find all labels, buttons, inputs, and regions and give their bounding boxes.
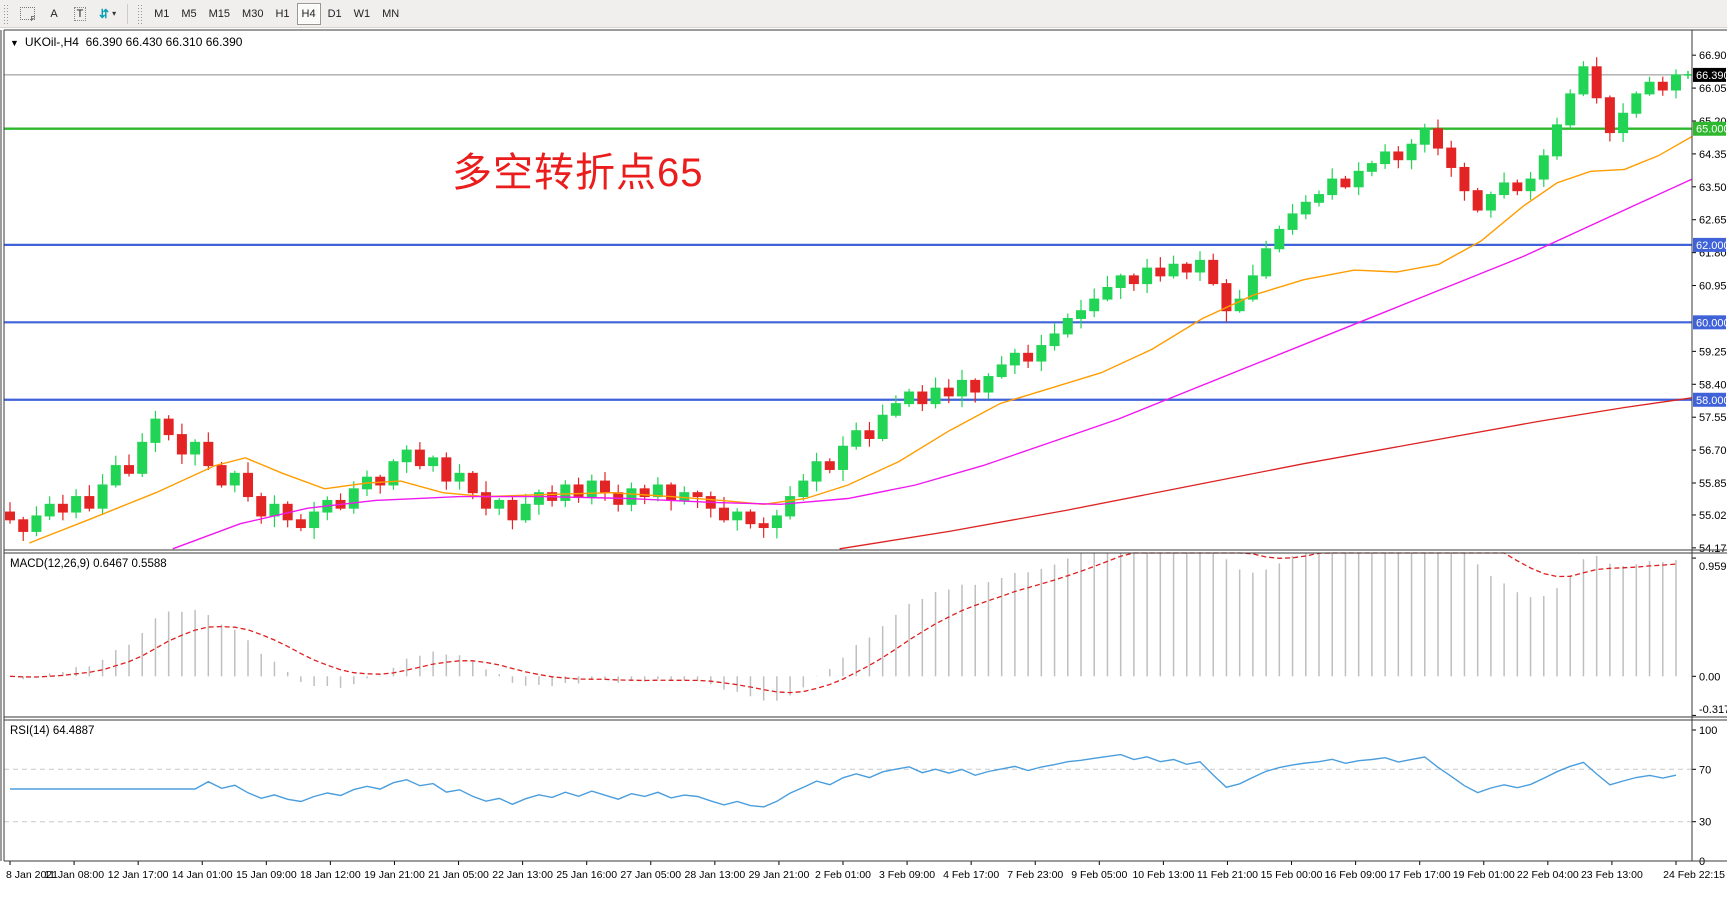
last-price-marker xyxy=(1684,70,1692,79)
time-tick-label: 21 Jan 05:00 xyxy=(428,869,489,881)
timeframe-button-h1[interactable]: H1 xyxy=(270,3,294,25)
price-tick-label: 63.500 xyxy=(1699,182,1727,194)
time-tick-label: 16 Feb 09:00 xyxy=(1325,869,1387,881)
ma-fast-orange xyxy=(29,135,1693,544)
timeframe-button-w1[interactable]: W1 xyxy=(349,3,376,25)
price-tick-label: 55.850 xyxy=(1699,478,1727,490)
price-box-label: 66.390 xyxy=(1696,70,1727,82)
time-tick-label: 22 Feb 04:00 xyxy=(1517,869,1579,881)
chart-text-annotation: 多空转折点65 xyxy=(452,151,704,195)
time-tick-label: 28 Jan 13:00 xyxy=(684,869,745,881)
rsi-tick-label: 30 xyxy=(1699,817,1711,829)
time-tick-label: 8 Jan 2021 xyxy=(6,869,58,881)
arrow-objects-icon[interactable]: ⇵ ▾ xyxy=(94,3,121,25)
price-box-label: 62.000 xyxy=(1696,240,1727,252)
rsi-indicator-label: RSI(14) 64.4887 xyxy=(10,725,95,737)
price-box-label: 58.000 xyxy=(1696,395,1727,407)
time-tick-label: 15 Jan 09:00 xyxy=(236,869,297,881)
time-tick-label: 27 Jan 05:00 xyxy=(620,869,681,881)
price-tick-label: 66.900 xyxy=(1699,50,1727,62)
rsi-line xyxy=(10,753,1677,808)
price-box-label: 60.000 xyxy=(1696,317,1727,329)
time-tick-label: 11 Feb 21:00 xyxy=(1197,869,1258,881)
macd-tick-label: 0.959 xyxy=(1699,561,1727,573)
macd-pane[interactable] xyxy=(9,552,1677,701)
rsi-pane[interactable] xyxy=(4,753,1692,823)
macd-indicator-label: MACD(12,26,9) 0.6467 0.5588 xyxy=(10,558,167,570)
price-tick-label: 55.025 xyxy=(1699,510,1727,522)
time-tick-label: 15 Feb 00:00 xyxy=(1261,869,1323,881)
time-tick-label: 14 Jan 01:00 xyxy=(172,869,233,881)
price-axis: 66.90066.05065.20064.35063.50062.65061.8… xyxy=(1692,50,1727,868)
ohlc-quote-label: 66.390 66.430 66.310 66.390 xyxy=(85,35,243,49)
price-tick-label: 62.650 xyxy=(1699,215,1727,227)
time-tick-label: 10 Feb 13:00 xyxy=(1132,869,1194,881)
time-tick-label: 3 Feb 09:00 xyxy=(879,869,935,881)
price-chart-pane[interactable] xyxy=(4,57,1692,541)
time-tick-label: 7 Feb 23:00 xyxy=(1007,869,1063,881)
ma-mid-magenta xyxy=(172,178,1693,550)
price-tick-label: 57.550 xyxy=(1699,412,1727,424)
time-tick-label: 19 Jan 21:00 xyxy=(364,869,425,881)
timeframe-button-m15[interactable]: M15 xyxy=(204,3,235,25)
time-tick-label: 9 Feb 05:00 xyxy=(1071,869,1127,881)
text-label-tool-icon[interactable]: T xyxy=(68,3,92,25)
chart-area[interactable]: ▼ UKOil-,H4 66.390 66.430 66.310 66.390 多… xyxy=(0,28,1727,897)
time-tick-label: 17 Feb 17:00 xyxy=(1389,869,1451,881)
macd-tick-label: 0.00 xyxy=(1699,671,1720,683)
timeframe-button-mn[interactable]: MN xyxy=(377,3,404,25)
candles xyxy=(5,57,1681,541)
chevron-down-icon[interactable]: ▼ xyxy=(10,38,19,48)
rsi-tick-label: 100 xyxy=(1699,725,1717,737)
time-tick-label: 2 Feb 01:00 xyxy=(815,869,871,881)
rsi-tick-label: 70 xyxy=(1699,764,1711,776)
symbol-timeframe-label: UKOil-,H4 xyxy=(24,35,79,49)
timeframe-toolbar-drag-handle[interactable] xyxy=(137,3,145,24)
ma-slow-red xyxy=(839,397,1693,550)
time-tick-label: 24 Feb 22:15 xyxy=(1663,869,1725,881)
timeframe-button-h4[interactable]: H4 xyxy=(296,2,321,25)
toolbar: F A T ⇵ ▾ M1 M5 M15 M30 H1 H4 D1 W1 MN xyxy=(0,0,1727,28)
time-tick-label: 4 Feb 17:00 xyxy=(943,869,999,881)
macd-tick-label: -0.3171 xyxy=(1699,704,1727,716)
time-tick-label: 11 Jan 08:00 xyxy=(44,869,104,881)
toolbar-drag-handle[interactable] xyxy=(3,3,10,24)
chart-template-grid-icon[interactable]: F xyxy=(15,3,40,25)
price-tick-label: 59.250 xyxy=(1699,346,1727,358)
time-tick-label: 23 Feb 13:00 xyxy=(1581,869,1643,881)
time-tick-label: 22 Jan 13:00 xyxy=(492,869,553,881)
time-tick-label: 19 Feb 01:00 xyxy=(1453,869,1515,881)
timeframe-button-m5[interactable]: M5 xyxy=(176,3,201,25)
rsi-tick-label: 0 xyxy=(1699,856,1705,868)
chart-canvas[interactable]: 66.90066.05065.20064.35063.50062.65061.8… xyxy=(0,28,1727,897)
price-tick-label: 60.950 xyxy=(1699,281,1727,293)
time-tick-label: 25 Jan 16:00 xyxy=(556,869,617,881)
chart-title: ▼ UKOil-,H4 66.390 66.430 66.310 66.390 xyxy=(10,35,242,49)
time-tick-label: 29 Jan 21:00 xyxy=(749,869,810,881)
price-box-label: 65.000 xyxy=(1696,124,1727,136)
timeframe-button-d1[interactable]: D1 xyxy=(323,3,347,25)
price-tick-label: 64.350 xyxy=(1699,149,1727,161)
price-tick-label: 58.400 xyxy=(1699,379,1727,391)
toolbar-separator xyxy=(127,3,129,24)
time-tick-label: 18 Jan 12:00 xyxy=(300,869,361,881)
price-tick-label: 54.175 xyxy=(1699,543,1727,555)
price-tick-label: 56.700 xyxy=(1699,445,1727,457)
price-tick-label: 66.050 xyxy=(1699,83,1727,95)
crosshair-a-icon[interactable]: A xyxy=(42,3,66,25)
timeframe-button-m30[interactable]: M30 xyxy=(237,3,268,25)
time-tick-label: 12 Jan 17:00 xyxy=(108,869,169,881)
timeframe-button-m1[interactable]: M1 xyxy=(149,3,174,25)
